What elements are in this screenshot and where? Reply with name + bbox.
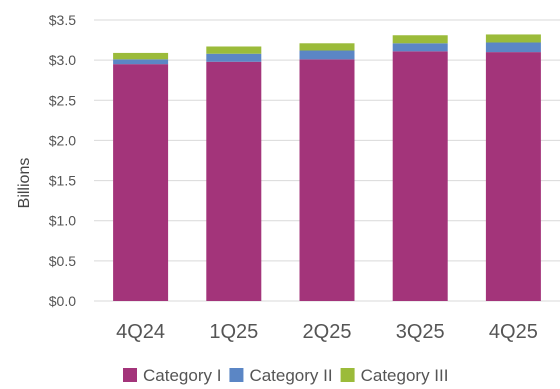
bar-segment	[392, 35, 448, 44]
legend-swatch	[340, 368, 355, 382]
x-tick-label: 4Q25	[489, 321, 538, 343]
bar-segment	[485, 34, 541, 43]
y-tick-label: $0.5	[49, 253, 76, 269]
bar-segment	[485, 52, 541, 301]
y-axis-ticks: $0.0 $0.5 $1.0 $1.5 $2.0 $2.5 $3.0 $3.5	[49, 12, 76, 309]
bar-segment	[113, 64, 169, 302]
legend-label: Category III	[361, 366, 449, 385]
x-tick-label: 3Q25	[396, 321, 445, 343]
bar-segment	[206, 46, 262, 54]
x-tick-label: 2Q25	[303, 321, 352, 343]
bar-segment	[299, 59, 355, 302]
bar-segment	[206, 61, 262, 302]
legend: Category I Category II Category III	[123, 366, 448, 385]
y-tick-label: $0.0	[49, 293, 76, 309]
x-tick-label: 1Q25	[209, 321, 258, 343]
bar-segment	[299, 50, 355, 60]
legend-label: Category I	[143, 366, 221, 385]
y-tick-label: $3.0	[49, 52, 76, 68]
bar-segment	[206, 53, 262, 62]
y-axis-label: Billions	[16, 158, 33, 209]
legend-swatch	[123, 368, 137, 382]
bar-segment	[392, 51, 448, 301]
x-axis-ticks: 4Q24 1Q25 2Q25 3Q25 4Q25	[116, 321, 538, 343]
x-tick-label: 4Q24	[116, 321, 165, 343]
y-tick-label: $1.0	[49, 213, 76, 229]
y-tick-label: $2.0	[49, 132, 76, 148]
legend-label: Category II	[249, 366, 332, 385]
y-tick-label: $3.5	[49, 12, 76, 28]
bar-segment	[299, 43, 355, 51]
bar-segment	[113, 52, 169, 60]
bar-segment	[485, 42, 541, 53]
bars	[113, 34, 541, 302]
legend-swatch	[229, 368, 244, 382]
y-tick-label: $1.5	[49, 173, 76, 189]
bar-segment	[113, 59, 169, 65]
bar-segment	[392, 43, 448, 52]
y-tick-label: $2.5	[49, 92, 76, 108]
